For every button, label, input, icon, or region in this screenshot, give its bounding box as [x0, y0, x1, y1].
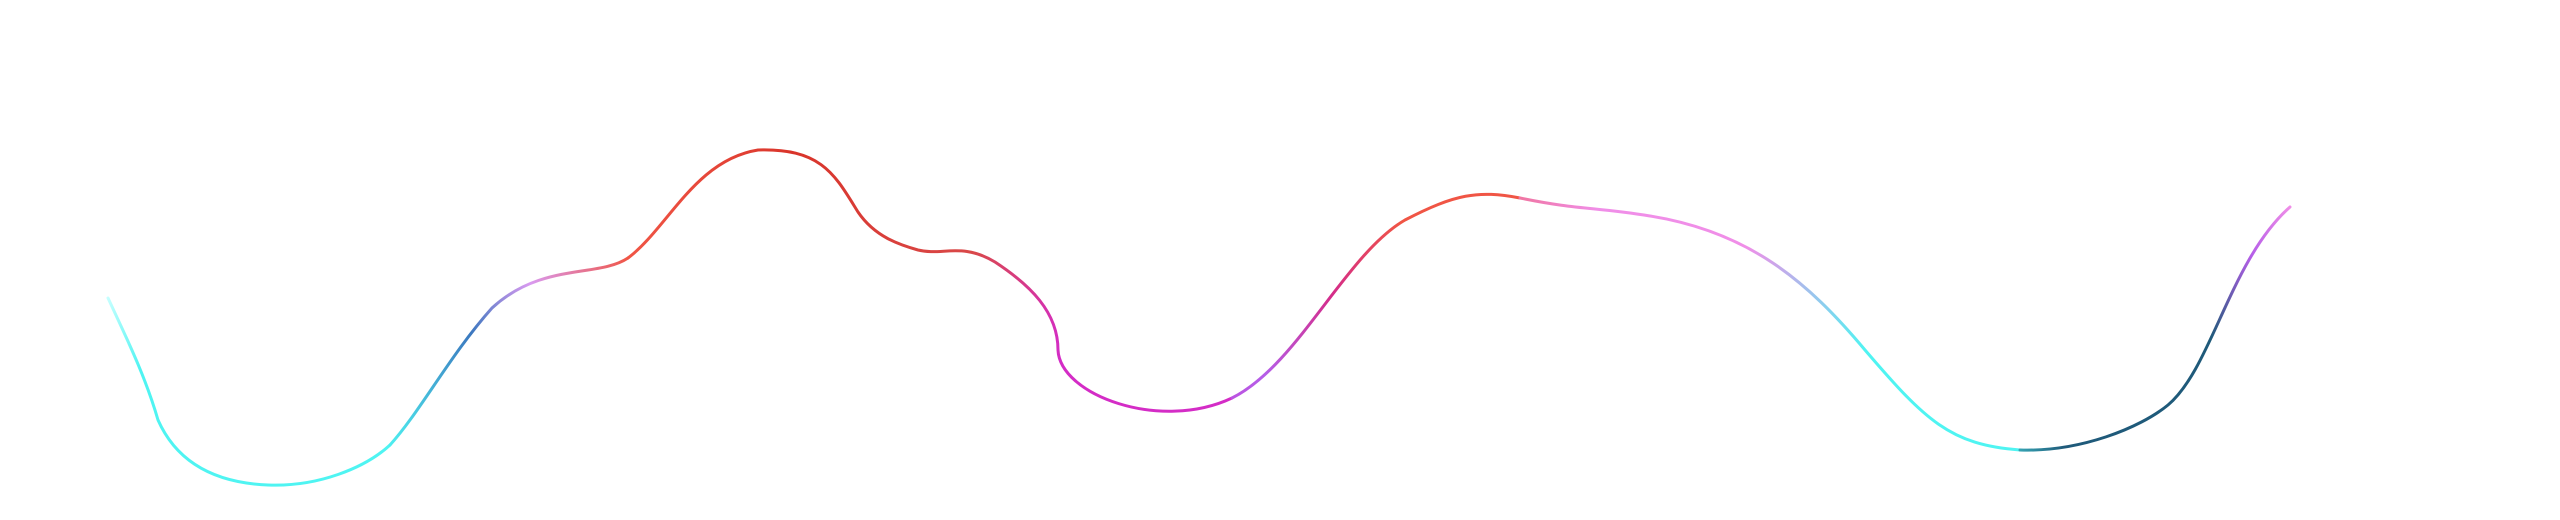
wave-segment [1230, 192, 1522, 400]
wave-segment [2018, 205, 2292, 452]
wave-segment [1518, 196, 2022, 452]
wave-segment [106, 296, 392, 487]
wave-segment [388, 256, 630, 447]
wave-segment [626, 148, 1234, 413]
